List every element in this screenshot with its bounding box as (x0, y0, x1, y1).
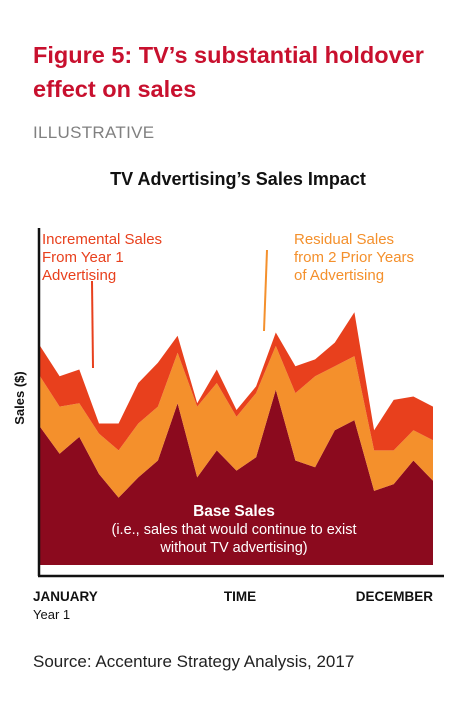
x-tick-labels: JANUARY Year 1 TIME DECEMBER (33, 589, 433, 622)
annotation-incremental-sales: Incremental Sales From Year 1 Advertising (42, 231, 162, 284)
area-incremental-sales-from-year-1-advertising (40, 312, 433, 451)
axes (37, 228, 444, 578)
annotation-line: Advertising (42, 267, 116, 284)
x-tick-label: DECEMBER (356, 589, 434, 604)
annotation-line: Incremental Sales (42, 231, 162, 248)
annotation-leader-lines (91, 249, 268, 369)
y-axis-label: Sales ($) (12, 371, 27, 424)
annotation-base-sales: Base Sales (i.e., sales that would contin… (111, 503, 356, 556)
annotation-line: Residual Sales (294, 231, 394, 248)
annotation-line: of Advertising (294, 267, 384, 284)
annotation-line: from 2 Prior Years (294, 249, 414, 266)
x-tick-label: TIME (224, 589, 256, 604)
leader-line-residual (263, 249, 268, 332)
annotation-residual-sales: Residual Sales from 2 Prior Years of Adver… (294, 231, 414, 284)
leader-line-incremental (91, 280, 94, 369)
area-base-sales (40, 389, 433, 565)
base-annotation-line: Base Sales (193, 503, 275, 520)
area-residual-sales-from-2-prior-years-of-advertising (40, 345, 433, 498)
x-tick-label: JANUARY (33, 589, 98, 604)
base-annotation-line: without TV advertising) (159, 540, 307, 556)
source-note: Source: Accenture Strategy Analysis, 201… (33, 652, 355, 671)
area-layers (40, 312, 433, 565)
figure-subtitle: ILLUSTRATIVE (33, 123, 155, 142)
chart-title: TV Advertising’s Sales Impact (110, 169, 366, 189)
base-annotation-line: (i.e., sales that would continue to exis… (111, 522, 356, 538)
annotation-line: From Year 1 (42, 249, 124, 266)
stacked-area-chart: Sales ($) Incremental Sales From Year 1 Ad… (12, 228, 444, 622)
figure-title: Figure 5: TV’s substantial holdover effe… (33, 42, 424, 102)
x-tick-sublabel: Year 1 (33, 607, 70, 622)
